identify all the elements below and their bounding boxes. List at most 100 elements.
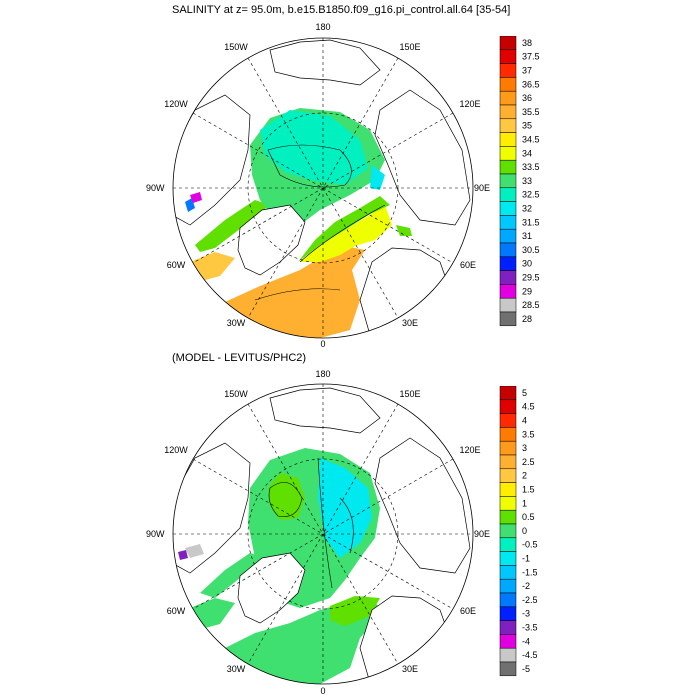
north-america-landmass xyxy=(173,94,251,226)
difference-colorbar-label: 4 xyxy=(522,416,527,426)
lon-label-150e: 150E xyxy=(399,389,420,399)
salinity-colorbar-label: 31 xyxy=(522,231,532,241)
bottom-map-title: (MODEL - LEVITUS/PHC2) xyxy=(172,352,307,364)
difference-colorbar-box xyxy=(499,578,517,594)
eurasian-basin-fresh-anomaly xyxy=(318,458,372,558)
salinity-colorbar-box xyxy=(499,146,517,161)
salinity-colorbar-label: 33.5 xyxy=(522,162,540,172)
lon-label-60w: 60W xyxy=(167,260,186,270)
difference-colorbar-box xyxy=(499,468,517,483)
salinity-colorbar-box xyxy=(499,311,517,327)
salinity-colorbar-box xyxy=(499,201,517,216)
difference-colorbar-box xyxy=(499,399,517,414)
difference-colorbar-box xyxy=(499,427,517,442)
difference-colorbar-box xyxy=(499,509,517,525)
difference-colorbar-label: 3.5 xyxy=(522,429,535,439)
salinity-colorbar-label: 28 xyxy=(522,314,532,324)
salinity-colorbar-box xyxy=(499,297,517,313)
difference-colorbar-box xyxy=(499,551,517,566)
canada-basin-positive-anomaly xyxy=(268,473,305,520)
lon-label-90e: 90E xyxy=(474,183,490,193)
lon-label-150w: 150W xyxy=(224,42,248,52)
map-boundary-circle xyxy=(172,37,474,339)
lon-label-150w: 150W xyxy=(224,389,248,399)
salinity-colorbar-box xyxy=(499,228,517,244)
labrador-region xyxy=(190,252,235,282)
hudson-bay-gray xyxy=(185,544,204,558)
lon-label-60w: 60W xyxy=(167,606,186,616)
difference-colorbar-label: -0.5 xyxy=(522,540,538,550)
lon-label-90w: 90W xyxy=(146,529,165,539)
hudson-bay-magenta xyxy=(190,192,202,203)
salinity-colorbar-label: 38 xyxy=(522,38,532,48)
lon-label-120w: 120W xyxy=(164,445,188,455)
difference-colorbar-label: -1 xyxy=(522,554,530,564)
difference-colorbar-label: -4 xyxy=(522,636,530,646)
difference-colorbar-label: 2.5 xyxy=(522,457,535,467)
salinity-colorbar-label: 37 xyxy=(522,66,532,76)
siberia-landmass xyxy=(374,437,471,574)
difference-colorbar-label: 4.5 xyxy=(522,402,535,412)
difference-colorbar-label: 2 xyxy=(522,471,527,481)
difference-colorbar-box xyxy=(499,413,517,428)
difference-colorbar-box xyxy=(499,661,517,677)
lon-label-120w: 120W xyxy=(164,99,188,109)
lon-label-180: 180 xyxy=(315,369,330,379)
difference-colorbar-label: 0 xyxy=(522,526,527,536)
salinity-colorbar-box xyxy=(499,173,517,189)
difference-colorbar-label: 5 xyxy=(522,388,527,398)
difference-colorbar-box xyxy=(499,620,517,635)
salinity-colorbar: 38 37.5 37 36.5 36 35.5 35 34.5 34 33.5 33 32.5 32 31… xyxy=(499,36,540,327)
salinity-polar-map: 180 150E 120E 90E 60E 30E 0 30W 60W 90W … xyxy=(146,22,490,349)
difference-colorbar-box xyxy=(499,454,517,470)
difference-colorbar-label: 1 xyxy=(522,498,527,508)
difference-colorbar-label: -3 xyxy=(522,609,530,619)
difference-colorbar-label: -5 xyxy=(522,664,530,674)
siberian-shelf-fresh xyxy=(370,165,385,190)
salinity-colorbar-box xyxy=(499,49,517,64)
salinity-colorbar-box xyxy=(499,256,517,271)
salinity-colorbar-label: 35 xyxy=(522,121,532,131)
difference-colorbar: 5 4.5 4 3.5 3 2.5 2 1.5 1 0.5 0 -0.5 -1 -1.5 -2 -2.5 -3 -… xyxy=(499,386,538,677)
salinity-colorbar-label: 30 xyxy=(522,259,532,269)
salinity-colorbar-box xyxy=(499,159,517,175)
salinity-colorbar-box xyxy=(499,36,517,51)
salinity-colorbar-label: 36 xyxy=(522,93,532,103)
greenland-landmass xyxy=(237,204,306,276)
difference-colorbar-label: 3 xyxy=(522,443,527,453)
salinity-colorbar-label: 31.5 xyxy=(522,217,540,227)
salinity-colorbar-label: 34.5 xyxy=(522,135,540,145)
difference-colorbar-label: -1.5 xyxy=(522,567,538,577)
lon-label-120e: 120E xyxy=(459,99,480,109)
salinity-colorbar-box xyxy=(499,270,517,285)
chukotka-landmass xyxy=(269,387,381,434)
salinity-colorbar-box xyxy=(499,77,517,92)
salinity-colorbar-label: 36.5 xyxy=(522,79,540,89)
salinity-colorbar-box xyxy=(499,63,517,78)
lon-label-60e: 60E xyxy=(460,260,476,270)
difference-colorbar-box xyxy=(499,537,517,552)
difference-colorbar-box xyxy=(499,634,517,649)
lon-label-90w: 90W xyxy=(146,183,165,193)
difference-colorbar-box xyxy=(499,592,517,608)
difference-colorbar-box xyxy=(499,440,517,456)
difference-colorbar-label: -4.5 xyxy=(522,650,538,660)
difference-colorbar-label: -2 xyxy=(522,581,530,591)
salinity-colorbar-box xyxy=(499,187,517,202)
nordic-seas-positive xyxy=(330,596,380,626)
salinity-colorbar-label: 29 xyxy=(522,286,532,296)
difference-colorbar-box xyxy=(499,386,517,401)
difference-polar-map: 180 150E 120E 90E 60E 30E 0 30W 60W 90W … xyxy=(146,369,490,696)
beaufort-gyre-fresh xyxy=(260,110,368,185)
top-map-title: SALINITY at z= 95.0m, b.e15.B1850.f09_g1… xyxy=(172,4,511,16)
lon-label-150e: 150E xyxy=(399,42,420,52)
lon-label-30w: 30W xyxy=(227,664,246,674)
salinity-colorbar-box xyxy=(499,284,517,299)
lon-label-30e: 30E xyxy=(402,318,418,328)
difference-colorbar-label: 1.5 xyxy=(522,485,535,495)
salinity-colorbar-label: 28.5 xyxy=(522,300,540,310)
difference-colorbar-box xyxy=(499,606,517,621)
difference-colorbar-box xyxy=(499,482,517,497)
kara-sea-green xyxy=(396,225,412,236)
lon-label-60e: 60E xyxy=(460,606,476,616)
